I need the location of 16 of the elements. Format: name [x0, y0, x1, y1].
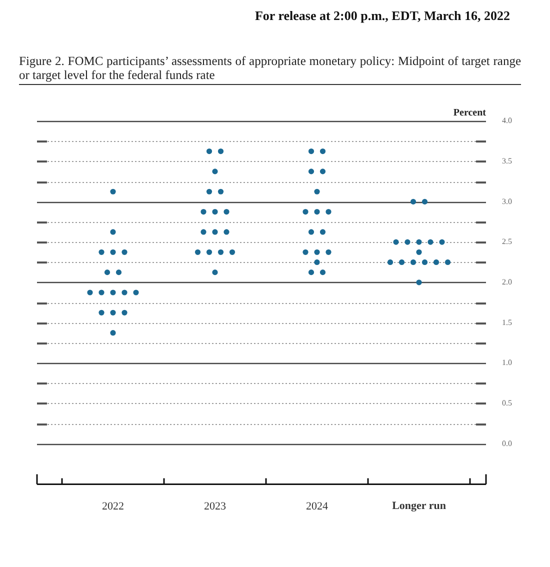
- y-tick-label: 3.5: [502, 156, 512, 166]
- x-tick-label: Longer run: [392, 500, 446, 512]
- y-tick-label: 2.5: [502, 237, 512, 246]
- y-tick-label: 3.0: [502, 196, 512, 206]
- y-tick-label: 2.0: [502, 277, 512, 286]
- y-tick-label: 1.0: [502, 358, 512, 368]
- chart-title: Figure 2. FOMC participants’ assessments of appropriate monetary policy: Midpoint of target range or target level for the federal funds rate: [19, 54, 521, 85]
- y-tick-label: 0.5: [502, 398, 512, 408]
- x-tick-label: 2023: [204, 500, 226, 512]
- y-axis-title: Percent: [453, 108, 487, 119]
- y-tick-label: 1.5: [502, 318, 512, 327]
- x-tick-label: 2024: [306, 500, 328, 512]
- text: For release at 2:00 p.m., EDT, March 16, 2022: [254, 8, 510, 24]
- y-tick-label: 4.0: [502, 116, 512, 126]
- y-tick-label: 0.0: [502, 438, 512, 448]
- x-tick-label: 2022: [102, 500, 124, 512]
